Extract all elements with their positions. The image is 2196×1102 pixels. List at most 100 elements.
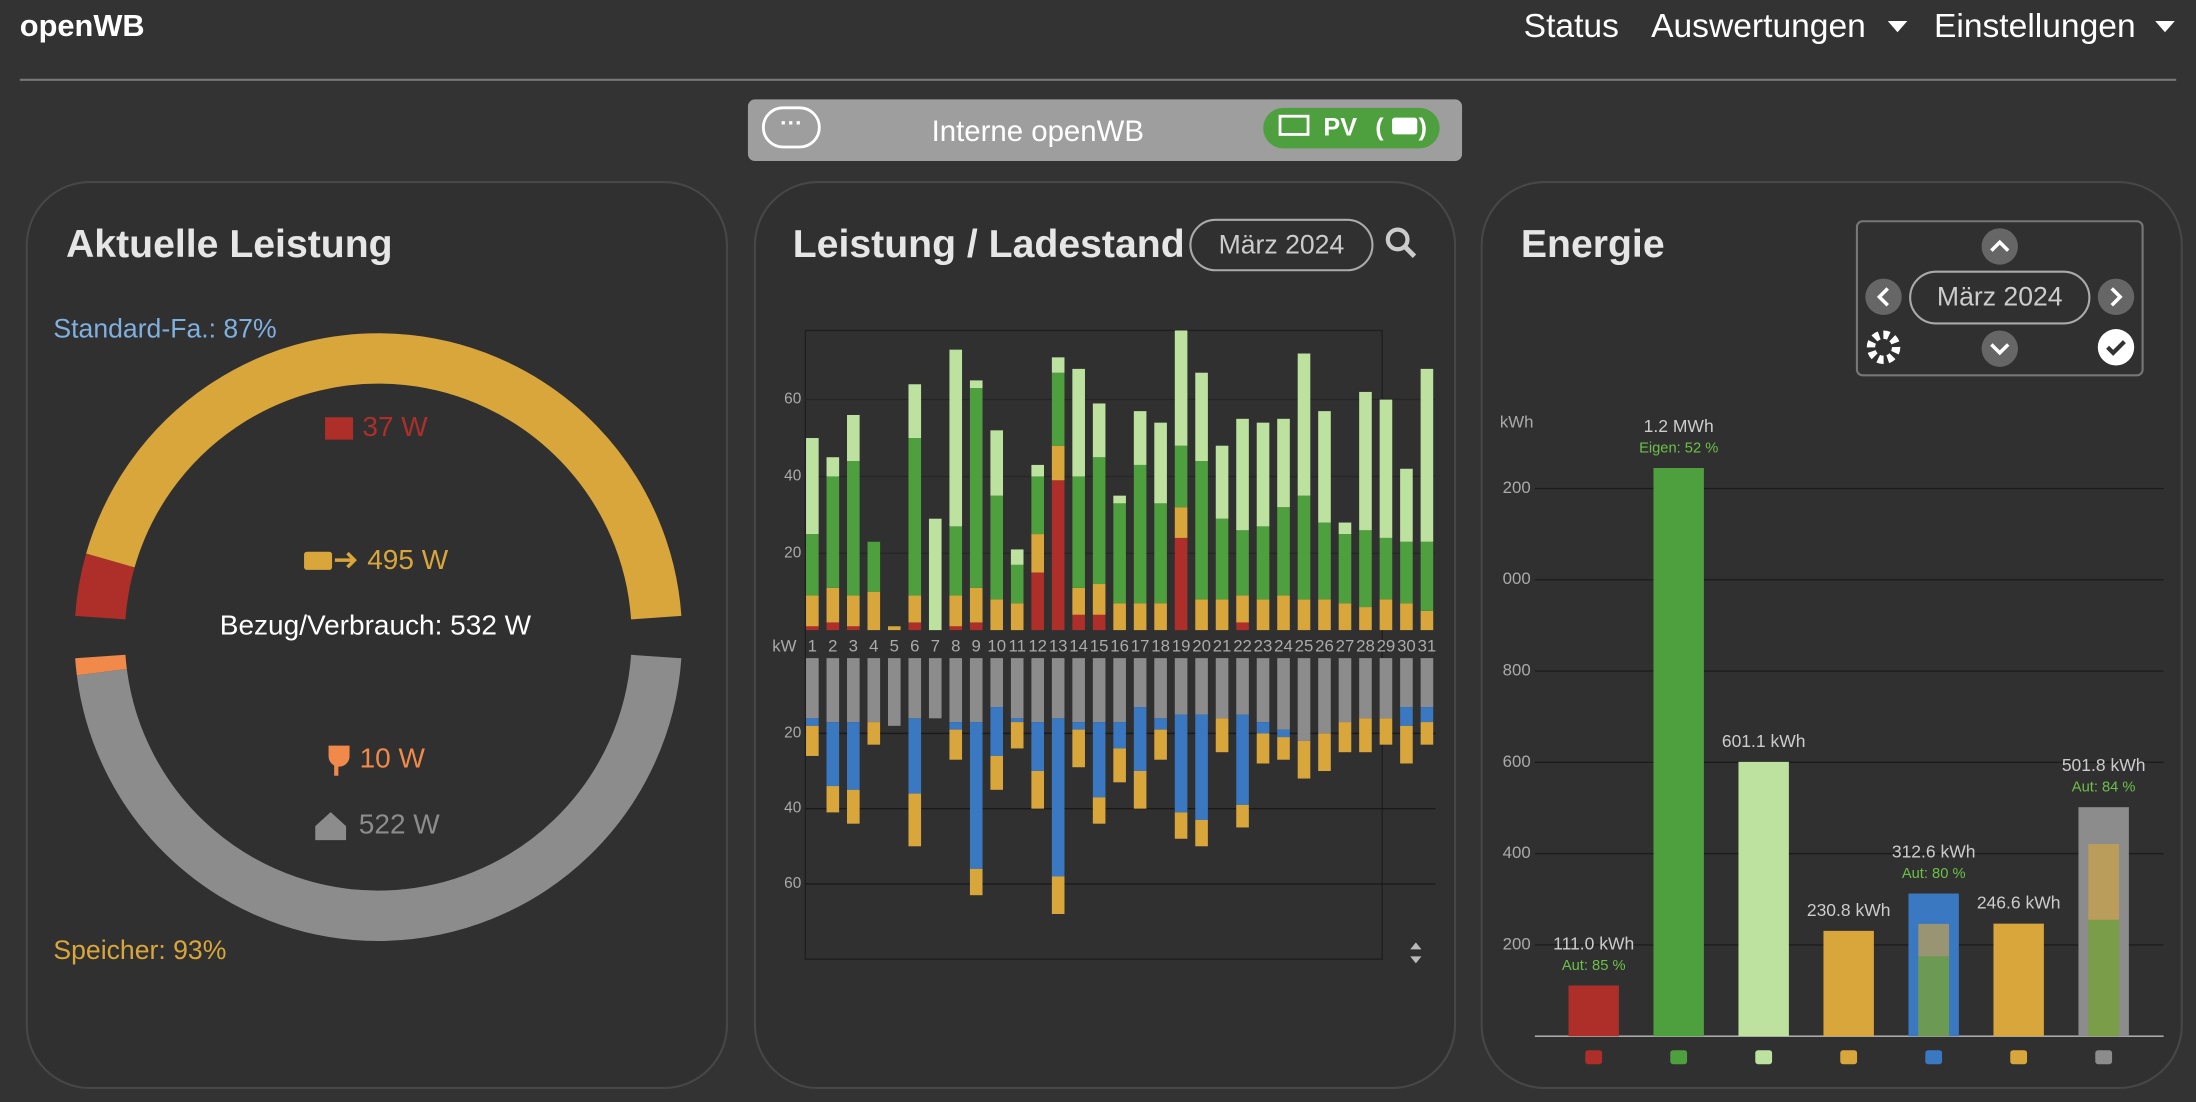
bar-segment [1072, 587, 1085, 615]
bar-segment [1400, 658, 1413, 708]
bar-segment [928, 518, 942, 631]
y2-tick-label: 60 [784, 875, 801, 892]
date-button[interactable] [1909, 270, 2091, 325]
menu-button[interactable] [761, 106, 821, 149]
up-button[interactable] [1981, 228, 2018, 265]
x-tick-label: 6 [910, 636, 919, 655]
y2-tick-label: 20 [784, 724, 801, 741]
card [753, 180, 1457, 1090]
bar-segment [1400, 725, 1413, 764]
brand[interactable]: openWB [20, 8, 145, 43]
bar-segment [1092, 797, 1106, 824]
bar-segment [1010, 564, 1024, 604]
bar-segment [1297, 658, 1311, 741]
bar-segment [949, 722, 963, 730]
bar-segment [1174, 537, 1188, 631]
x-tick-label: 15 [1090, 636, 1109, 655]
category-icon [1670, 1050, 1688, 1065]
bar-segment [1256, 658, 1270, 723]
total-power: Bezug/Verbrauch: 532 W [220, 610, 532, 641]
bar-segment [847, 789, 860, 824]
bar-segment [1031, 572, 1044, 631]
search-icon[interactable] [1385, 227, 1410, 252]
bar-segment [1256, 599, 1270, 631]
bar-segment [1236, 418, 1249, 531]
dropdown-caret [2155, 21, 2175, 33]
date-button[interactable] [1189, 218, 1374, 272]
sort-icon[interactable] [1410, 942, 1422, 964]
x-tick-label: 4 [869, 636, 878, 655]
bar-segment [1400, 707, 1413, 726]
nav-item[interactable]: Status [1524, 8, 1619, 45]
bar-segment [1072, 476, 1085, 588]
bar-segment [1072, 729, 1085, 768]
pv-icon [1278, 114, 1310, 136]
prev-button[interactable] [1865, 278, 1902, 316]
settings-button[interactable] [1866, 330, 1901, 365]
bar-segment [1072, 614, 1085, 631]
bar-segment [1215, 658, 1229, 719]
bar-segment [1236, 530, 1249, 596]
battery-icon [1392, 117, 1418, 135]
plot-frame [804, 329, 1383, 960]
mode-label: PV [1323, 113, 1357, 141]
bar-segment [1010, 549, 1024, 565]
down-button[interactable] [1981, 330, 2018, 367]
value-label: 1.2 MWh [1644, 416, 1714, 436]
next-button[interactable] [2097, 278, 2135, 316]
bar-segment [1215, 718, 1229, 753]
donut-segment [86, 333, 682, 620]
bar-segment [1051, 876, 1065, 915]
bar-segment [1359, 391, 1372, 531]
x-tick-label: 8 [951, 636, 960, 655]
y-tick-label: 600 [1503, 752, 1531, 771]
bar-segment [847, 461, 860, 596]
bar-segment [1154, 422, 1167, 504]
bar-segment [1092, 457, 1106, 585]
bar [1993, 923, 2044, 1037]
bar-segment [1010, 722, 1024, 749]
nav-item[interactable]: Auswertungen [1651, 8, 1866, 45]
vehicle-soc: Standard-Fa.: 87% [53, 313, 276, 343]
bar-segment [1154, 603, 1167, 631]
bar-segment [867, 591, 881, 631]
bar-segment [1236, 658, 1249, 715]
bar-segment [1092, 403, 1106, 458]
bar-segment [908, 793, 922, 847]
bar-segment [806, 595, 819, 627]
bar-segment [806, 718, 819, 726]
date-label: März 2024 [1937, 281, 2063, 311]
bar-segment [1113, 495, 1126, 504]
bar-segment [990, 599, 1004, 631]
paren: ( [1375, 113, 1384, 141]
bar-segment [949, 626, 963, 631]
bar-segment [1174, 658, 1188, 715]
bar-segment [1318, 733, 1331, 772]
x-tick-label: 10 [987, 636, 1006, 655]
bar-segment [908, 718, 922, 794]
bar-segment [1174, 714, 1188, 813]
bar-segment [1379, 537, 1393, 600]
bar [1823, 930, 1874, 1037]
bar-segment [826, 658, 840, 723]
bar-segment [1420, 610, 1434, 631]
x-tick-label: 9 [972, 636, 981, 655]
card-title: Energie [1521, 223, 1665, 266]
bar-segment [1400, 603, 1413, 631]
bar-segment [887, 658, 901, 726]
x-tick-label: 28 [1356, 636, 1375, 655]
sub-label: Aut: 80 % [1902, 866, 1966, 882]
bar-segment [847, 722, 860, 790]
bar-segment [1092, 584, 1106, 615]
bar-segment [1154, 718, 1167, 730]
chargepoint-name[interactable]: Interne openWB [932, 115, 1144, 148]
power-label: 10 W [360, 743, 426, 774]
nav-item[interactable]: Einstellungen [1934, 8, 2136, 45]
bar-segment [1359, 607, 1372, 631]
bar-segment [1133, 707, 1147, 772]
x-tick-label: 14 [1069, 636, 1088, 655]
search-icon [1402, 244, 1417, 258]
check [2106, 340, 2126, 356]
bar-segment [1092, 658, 1106, 723]
bar-segment [1215, 445, 1229, 519]
